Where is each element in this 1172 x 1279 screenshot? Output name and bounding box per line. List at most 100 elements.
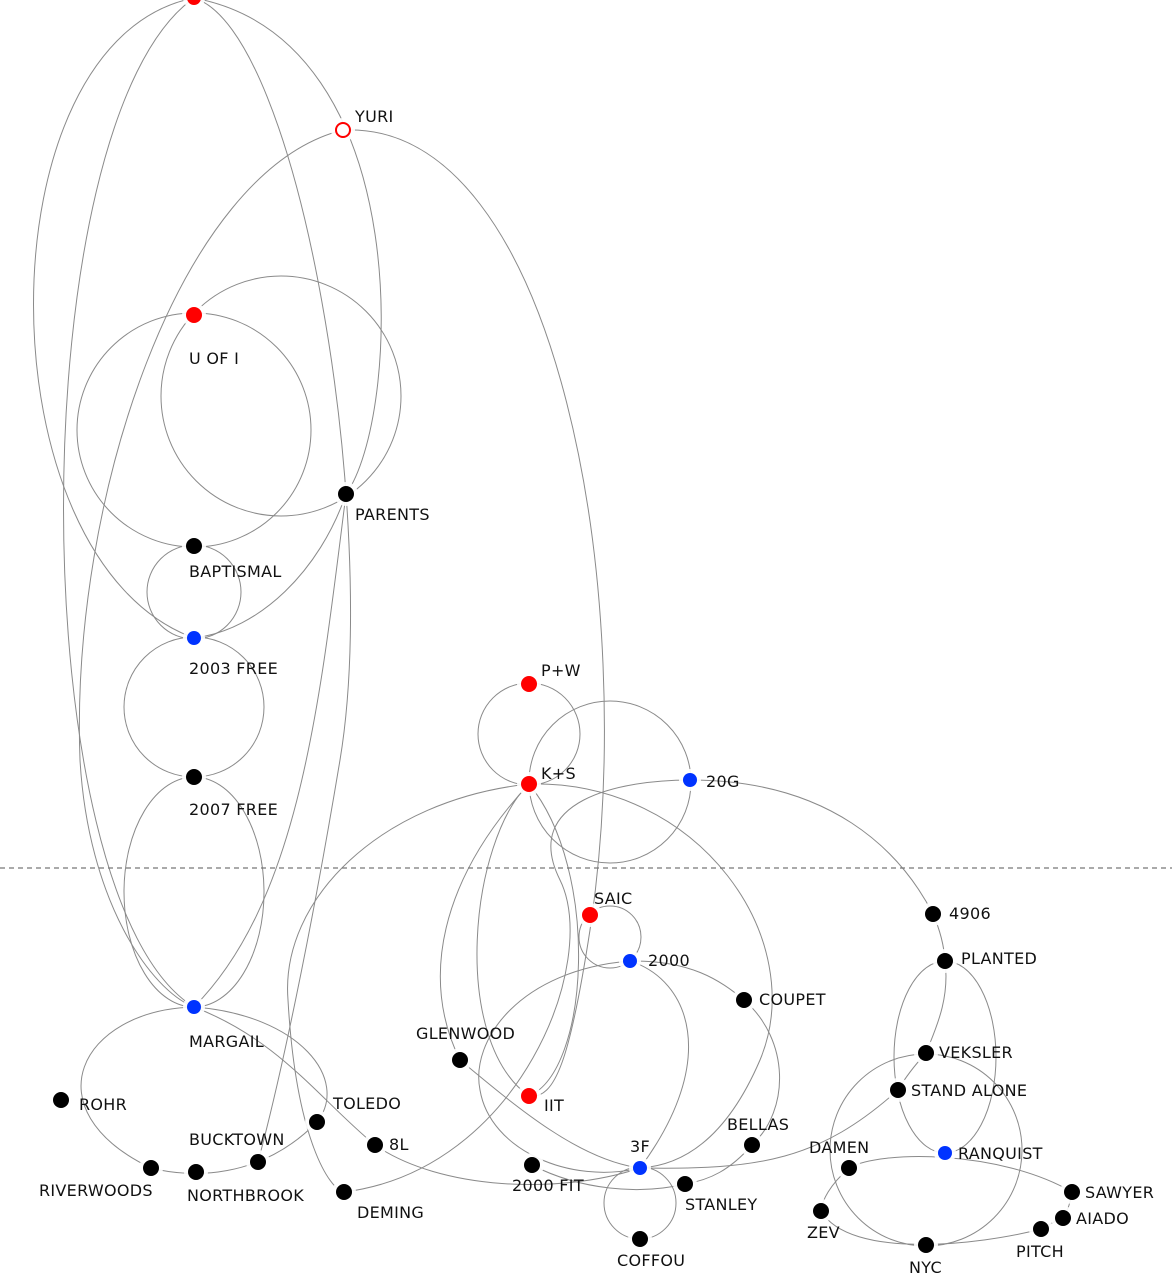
node-label-pitch: PITCH [1016, 1242, 1064, 1261]
link-margail-toledo [80, 1006, 328, 1174]
node-deming[interactable] [336, 1184, 352, 1200]
node-iit[interactable] [521, 1088, 537, 1104]
link-baptismal-free2003-circle [146, 544, 242, 640]
link-glenwood-3f [459, 1059, 641, 1169]
nodes-layer [49, 0, 1084, 1257]
node-coffou[interactable] [632, 1231, 648, 1247]
node-coupet[interactable] [736, 992, 752, 1008]
link-uofi-parents-circle [160, 275, 402, 517]
node-aiado[interactable] [1055, 1210, 1071, 1226]
link-planted-veksler [925, 960, 947, 1054]
node-label-threef: 3F [630, 1137, 650, 1156]
node-label-free2007: 2007 FREE [189, 800, 278, 819]
node-free2003[interactable] [187, 631, 201, 645]
node-label-rohr: ROHR [79, 1095, 127, 1114]
link-saic-2000-circle [578, 905, 642, 969]
node-free2007[interactable] [186, 769, 202, 785]
node-glenwood[interactable] [452, 1052, 468, 1068]
node-label-planted: PLANTED [961, 949, 1037, 968]
node-parents[interactable] [338, 486, 354, 502]
node-label-iit: IIT [544, 1096, 564, 1115]
node-label-aiado: AIADO [1076, 1209, 1129, 1228]
node-riverwoods[interactable] [143, 1160, 159, 1176]
node-label-two000: 2000 [648, 951, 690, 970]
node-n4906[interactable] [925, 906, 941, 922]
node-label-toledo: TOLEDO [332, 1094, 401, 1113]
link-top-free2003 [33, 0, 195, 639]
node-uofi[interactable] [186, 307, 202, 323]
node-label-veksler: VEKSLER [939, 1043, 1013, 1062]
node-zev[interactable] [813, 1203, 829, 1219]
node-standalone[interactable] [890, 1082, 906, 1098]
link-ks-3f [528, 783, 773, 1169]
node-saic[interactable] [582, 907, 598, 923]
node-label-sawyer: SAWYER [1085, 1183, 1154, 1202]
node-label-standalone: STAND ALONE [911, 1081, 1027, 1100]
link-ks-iit [476, 783, 579, 1097]
node-label-pw: P+W [541, 661, 581, 680]
node-label-baptismal: BAPTISMAL [189, 562, 282, 581]
link-2000-iit [629, 960, 689, 1169]
link-ks-deming [287, 783, 530, 1193]
node-label-yuri: YURI [354, 107, 394, 126]
link-top-bucktown [197, 0, 351, 1163]
node-baptismal[interactable] [186, 538, 202, 554]
node-pitch[interactable] [1033, 1221, 1049, 1237]
node-two000[interactable] [623, 954, 637, 968]
link-eightl-3f [374, 1144, 641, 1186]
node-top[interactable] [187, 0, 201, 5]
node-label-deming: DEMING [357, 1203, 424, 1222]
link-free2003-free2007-circle [123, 636, 265, 778]
node-twentyg[interactable] [683, 773, 697, 787]
link-fit2000-stanley [531, 1164, 686, 1190]
node-ranquist[interactable] [938, 1146, 952, 1160]
node-bucktown[interactable] [250, 1154, 266, 1170]
node-planted[interactable] [937, 953, 953, 969]
link-parents-margail [193, 493, 347, 1008]
node-label-stanley: STANLEY [685, 1195, 758, 1214]
link-top-parents [200, 0, 382, 495]
node-label-riverwoods: RIVERWOODS [39, 1181, 153, 1200]
node-veksler[interactable] [918, 1045, 934, 1061]
node-rohr[interactable] [53, 1092, 69, 1108]
link-deming-20g [343, 779, 691, 1193]
link-20g-4906 [689, 779, 934, 915]
node-toledo[interactable] [309, 1114, 325, 1130]
node-label-ks: K+S [541, 764, 576, 783]
node-label-bucktown: BUCKTOWN [189, 1130, 285, 1149]
node-ks[interactable] [521, 776, 537, 792]
link-yuri-margail [78, 129, 344, 1008]
node-label-nyc: NYC [909, 1258, 942, 1277]
node-yuri[interactable] [335, 122, 351, 138]
node-label-damen: DAMEN [809, 1138, 869, 1157]
node-label-eightl: 8L [389, 1135, 409, 1154]
node-label-bellas: BELLAS [727, 1115, 789, 1134]
node-damen[interactable] [841, 1160, 857, 1176]
link-2000-3f [478, 960, 641, 1173]
link-yuri-iit [342, 129, 605, 1097]
node-eightl[interactable] [367, 1137, 383, 1153]
node-label-n4906: 4906 [949, 904, 991, 923]
node-northbrook[interactable] [188, 1164, 204, 1180]
node-label-uofi: U OF I [189, 349, 239, 368]
node-pw[interactable] [521, 676, 537, 692]
node-label-zev: ZEV [807, 1223, 840, 1242]
node-label-coupet: COUPET [759, 990, 826, 1009]
link-coupet-bellas [743, 999, 780, 1146]
node-nyc[interactable] [918, 1237, 934, 1253]
link-3f-standalone [639, 1089, 899, 1169]
node-label-free2003: 2003 FREE [189, 659, 278, 678]
node-fit2000[interactable] [524, 1157, 540, 1173]
node-label-margail: MARGAIL [189, 1032, 264, 1051]
node-label-fit2000: 2000 FIT [512, 1176, 584, 1195]
node-stanley[interactable] [677, 1176, 693, 1192]
labels-layer: YURI U OF I PARENTS BAPTISMAL 2003 FREE 2007 … [39, 107, 1154, 1277]
node-label-parents: PARENTS [355, 505, 430, 524]
node-threef[interactable] [633, 1161, 647, 1175]
link-margail-eightl [193, 1006, 376, 1146]
node-margail[interactable] [187, 1000, 201, 1014]
node-bellas[interactable] [744, 1137, 760, 1153]
node-sawyer[interactable] [1064, 1184, 1080, 1200]
node-label-glenwood: GLENWOOD [416, 1024, 515, 1043]
